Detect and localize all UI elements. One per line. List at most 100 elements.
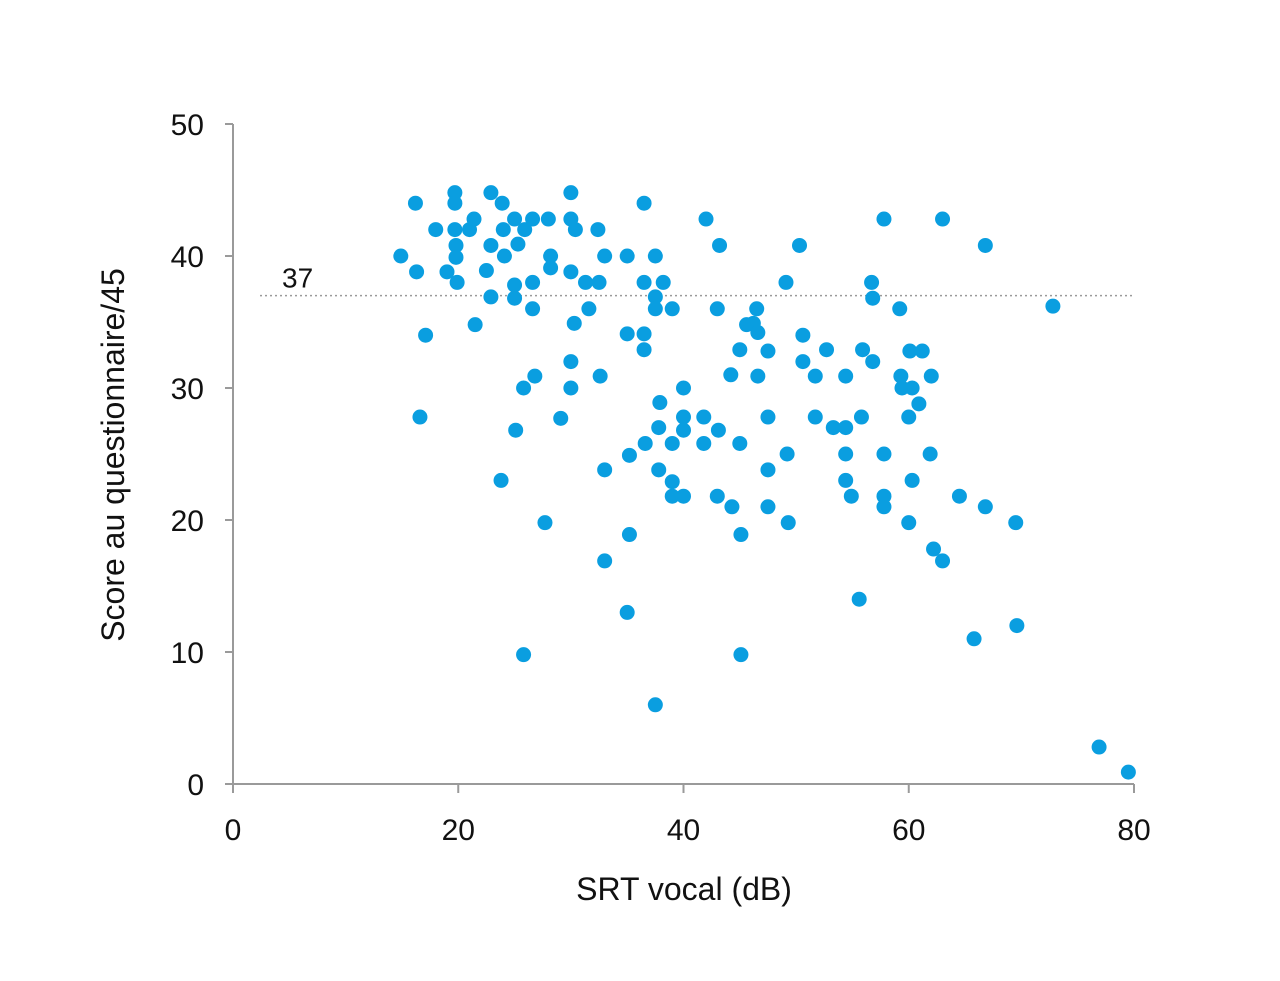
data-point	[855, 342, 871, 358]
data-point	[621, 527, 637, 543]
x-ticks: 0 20 40 60 80	[225, 784, 1151, 847]
data-point	[578, 274, 594, 290]
data-point	[448, 237, 464, 253]
data-points	[393, 185, 1136, 780]
data-point	[619, 604, 635, 620]
data-point	[795, 354, 811, 370]
data-point	[510, 236, 526, 252]
data-point	[819, 342, 835, 358]
data-point	[712, 237, 728, 253]
data-point	[496, 248, 512, 264]
data-point	[876, 488, 892, 504]
data-point	[709, 301, 725, 317]
data-point	[807, 409, 823, 425]
data-point	[733, 647, 749, 663]
data-point	[966, 631, 982, 647]
data-point	[676, 488, 691, 504]
data-point	[483, 185, 499, 201]
data-point	[651, 420, 667, 436]
data-point	[447, 222, 463, 238]
data-point	[409, 264, 425, 280]
data-point	[647, 248, 663, 264]
y-tick-label: 50	[171, 109, 204, 142]
data-point	[698, 211, 714, 227]
data-point	[516, 647, 532, 663]
data-point	[676, 380, 691, 396]
data-point	[709, 488, 725, 504]
data-point	[563, 185, 579, 201]
y-axis-title: Score au questionnaire/45	[95, 268, 131, 642]
data-point	[428, 222, 444, 238]
data-point	[447, 195, 463, 211]
data-point	[636, 326, 652, 342]
data-point	[853, 409, 869, 425]
data-point	[647, 697, 663, 713]
data-point	[563, 264, 579, 280]
x-tick-label: 0	[225, 814, 242, 847]
data-point	[581, 301, 597, 317]
data-point	[760, 462, 776, 478]
y-tick-label: 10	[171, 637, 204, 670]
data-point	[838, 420, 854, 436]
data-point	[1008, 515, 1024, 531]
data-point	[619, 248, 635, 264]
data-point	[621, 447, 637, 463]
data-point	[664, 488, 680, 504]
x-tick-label: 40	[667, 814, 700, 847]
data-point	[636, 274, 652, 290]
data-point	[507, 277, 523, 293]
data-point	[760, 343, 776, 359]
data-point	[914, 343, 930, 359]
data-point	[637, 435, 653, 451]
data-point	[664, 301, 680, 317]
data-point	[977, 237, 993, 253]
data-point	[778, 274, 794, 290]
data-point	[449, 274, 465, 290]
data-point	[447, 185, 463, 201]
data-point	[439, 264, 455, 280]
data-point	[537, 515, 553, 531]
y-tick-label: 20	[171, 505, 204, 538]
x-tick-label: 20	[442, 814, 475, 847]
data-point	[412, 409, 428, 425]
data-point	[876, 499, 892, 515]
data-point	[540, 211, 556, 227]
data-point	[407, 195, 423, 211]
data-point	[647, 301, 663, 317]
data-point	[543, 260, 559, 276]
data-point	[507, 290, 523, 306]
data-point	[760, 409, 776, 425]
y-ticks: 0 10 20 30 40 50	[171, 109, 233, 802]
data-point	[904, 380, 920, 396]
data-point	[724, 499, 740, 515]
data-point	[696, 435, 712, 451]
data-point	[636, 342, 652, 358]
data-point	[448, 249, 464, 265]
data-point	[664, 474, 680, 490]
data-point	[843, 488, 859, 504]
data-point	[591, 274, 607, 290]
data-point	[977, 499, 993, 515]
data-point	[1091, 739, 1107, 755]
data-point	[651, 462, 667, 478]
data-point	[892, 301, 908, 317]
y-tick-label: 40	[171, 241, 204, 274]
data-point	[655, 274, 671, 290]
data-point	[493, 472, 509, 488]
data-point	[865, 354, 881, 370]
data-point	[792, 237, 808, 253]
data-point	[592, 368, 608, 384]
data-point	[838, 472, 854, 488]
data-point	[597, 248, 613, 264]
x-tick-label: 60	[892, 814, 925, 847]
data-point	[597, 462, 613, 478]
data-point	[902, 343, 918, 359]
data-point	[418, 327, 434, 343]
data-point	[864, 274, 880, 290]
data-point	[901, 409, 917, 425]
data-point	[795, 327, 811, 343]
data-point	[525, 301, 541, 317]
data-point	[563, 380, 579, 396]
data-point	[553, 410, 569, 426]
